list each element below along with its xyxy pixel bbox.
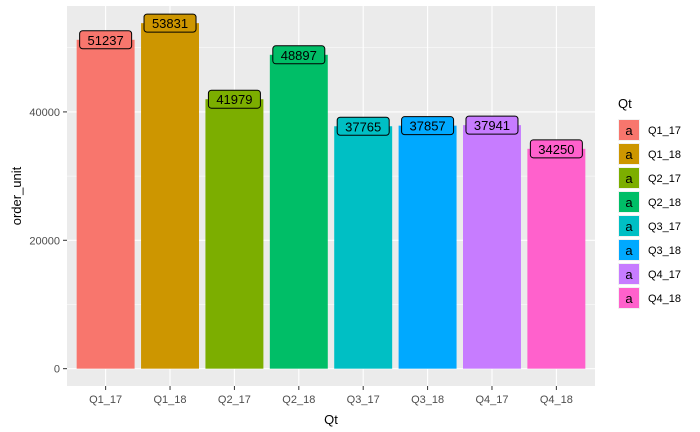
data-label-text: 34250 <box>538 142 574 157</box>
legend-items: a Q1_17a Q1_18a Q2_17a Q2_18a Q3_17a Q3_18a Q4_… <box>618 119 681 309</box>
data-label-Q4_18: 34250 <box>529 139 583 159</box>
data-label-box <box>529 139 583 159</box>
x-axis: Q1_17 Q1_18 Q2_17 Q2_18 Q3_17 Q3_18 Q4_17 Q4_18 <box>89 386 573 406</box>
bar-Q2_17 <box>205 99 264 369</box>
data-label-Q2_18: 48897 <box>272 45 326 65</box>
bar-Q3_18 <box>398 125 457 369</box>
y-tick-label: 40000 <box>29 107 60 119</box>
legend-item-Q2_18: a Q2_18 <box>618 191 681 213</box>
legend-key-glyph: a <box>625 243 633 258</box>
data-label-Q3_17: 37765 <box>336 116 390 136</box>
legend-key <box>619 168 639 188</box>
legend-key <box>619 288 639 308</box>
legend-item-Q3_18: a Q3_18 <box>618 239 681 261</box>
bar-Q1_17 <box>76 39 135 369</box>
bars <box>76 23 586 369</box>
bar-Q2_18 <box>269 54 328 369</box>
legend-label: Q4_17 <box>648 269 681 281</box>
data-label-box <box>465 115 519 135</box>
data-label-text: 37857 <box>410 119 446 134</box>
x-axis-title: Qt <box>324 412 338 427</box>
x-tick-label: Q1_17 <box>89 394 122 406</box>
legend-item-Q3_17: a Q3_17 <box>618 215 681 237</box>
legend-label: Q1_18 <box>648 149 681 161</box>
legend-label: Q1_17 <box>648 125 681 137</box>
data-label-Q1_17: 51237 <box>79 30 133 50</box>
y-axis: 0 20000 40000 <box>29 107 67 376</box>
x-tick-label: Q3_17 <box>347 394 380 406</box>
legend-key-glyph: a <box>625 147 633 162</box>
legend-key-glyph: a <box>625 123 633 138</box>
legend-item-Q1_18: a Q1_18 <box>618 143 681 165</box>
legend-key-glyph: a <box>625 219 633 234</box>
legend-label: Q3_18 <box>648 245 681 257</box>
data-label-box <box>272 45 326 65</box>
x-tick-label: Q2_17 <box>218 394 251 406</box>
legend-label: Q2_18 <box>648 197 681 209</box>
legend-key-glyph: a <box>625 267 633 282</box>
legend-label: Q3_17 <box>648 221 681 233</box>
data-label-Q3_18: 37857 <box>401 116 455 136</box>
data-label-text: 37941 <box>474 118 510 133</box>
legend-label: Q4_18 <box>648 293 681 305</box>
data-label-box <box>336 116 390 136</box>
y-tick-label: 20000 <box>29 235 60 247</box>
bar-Q1_18 <box>141 23 199 369</box>
data-label-text: 51237 <box>88 33 124 48</box>
data-label-text: 48897 <box>281 48 317 63</box>
legend: Qt a Q1_17a Q1_18a Q2_17a Q2_18a Q3_17a Q3_18a… <box>618 96 681 309</box>
legend-key <box>619 264 639 284</box>
legend-item-Q4_17: a Q4_17 <box>618 263 681 285</box>
y-axis-title: order_unit <box>9 166 24 225</box>
legend-key <box>619 240 639 260</box>
legend-key-glyph: a <box>625 291 633 306</box>
x-tick-label: Q2_18 <box>282 394 315 406</box>
legend-key <box>619 144 639 164</box>
data-label-text: 41979 <box>216 92 252 107</box>
x-tick-label: Q4_17 <box>475 394 508 406</box>
data-label-box <box>79 30 133 50</box>
legend-item-Q2_17: a Q2_17 <box>618 167 681 189</box>
legend-key <box>619 216 639 236</box>
legend-key-glyph: a <box>625 195 633 210</box>
legend-label: Q2_17 <box>648 173 681 185</box>
y-tick-label: 0 <box>54 364 60 376</box>
data-label-Q2_17: 41979 <box>207 89 261 109</box>
bar-Q4_18 <box>527 148 586 369</box>
data-label-Q4_17: 37941 <box>465 115 519 135</box>
legend-title: Qt <box>618 96 632 111</box>
data-label-box <box>401 116 455 136</box>
legend-key <box>619 192 639 212</box>
data-labels: 51237 53831 41979 48897 37765 37857 37941 34250 <box>79 13 583 159</box>
legend-item-Q1_17: a Q1_17 <box>618 119 681 141</box>
legend-key-glyph: a <box>625 171 633 186</box>
data-label-box <box>207 89 261 109</box>
x-tick-label: Q3_18 <box>411 394 444 406</box>
data-label-box <box>143 13 197 33</box>
data-label-Q1_18: 53831 <box>143 13 197 33</box>
bar-Q4_17 <box>463 125 521 369</box>
data-label-text: 37765 <box>345 119 381 134</box>
x-tick-label: Q4_18 <box>540 394 573 406</box>
legend-item-Q4_18: a Q4_18 <box>618 287 681 309</box>
data-label-text: 53831 <box>152 16 188 31</box>
legend-key <box>619 120 639 140</box>
bar-Q3_17 <box>334 126 393 369</box>
x-tick-label: Q1_18 <box>154 394 187 406</box>
